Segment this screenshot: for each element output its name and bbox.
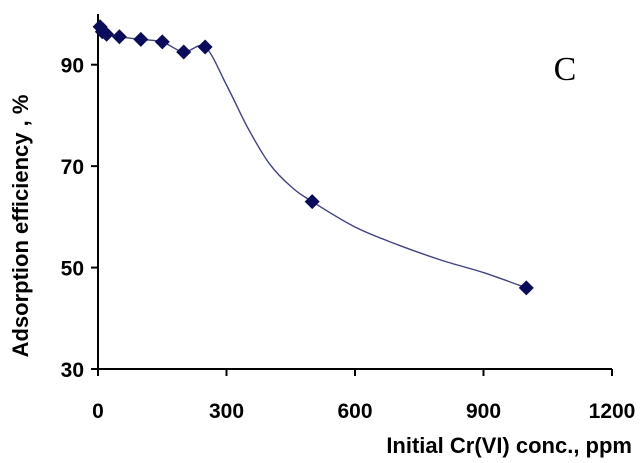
x-tick-label: 900 (466, 400, 501, 423)
data-point (99, 26, 115, 42)
x-axis-title: Initial Cr(VI) conc., ppm (386, 433, 632, 458)
data-point (518, 280, 534, 296)
series-line (99, 26, 527, 289)
y-tick-label: 70 (61, 156, 84, 179)
y-tick-label: 90 (61, 55, 84, 78)
x-tick-label: 0 (92, 400, 104, 423)
data-markers (92, 19, 534, 296)
x-tick-label: 300 (209, 400, 244, 423)
y-tick-label: 50 (61, 258, 84, 281)
data-point (176, 44, 192, 60)
x-tick-label: 600 (337, 400, 372, 423)
trend-line-group (99, 26, 527, 289)
data-point (304, 194, 320, 210)
axes (91, 14, 613, 376)
data-point (111, 29, 127, 45)
data-point (154, 34, 170, 50)
x-tick-label: 1200 (589, 400, 636, 423)
data-point (197, 39, 213, 55)
y-tick-label: 30 (61, 359, 84, 382)
panel-label: C (554, 51, 577, 88)
y-axis-title: Adsorption efficiency , % (8, 95, 33, 358)
data-point (133, 31, 149, 47)
